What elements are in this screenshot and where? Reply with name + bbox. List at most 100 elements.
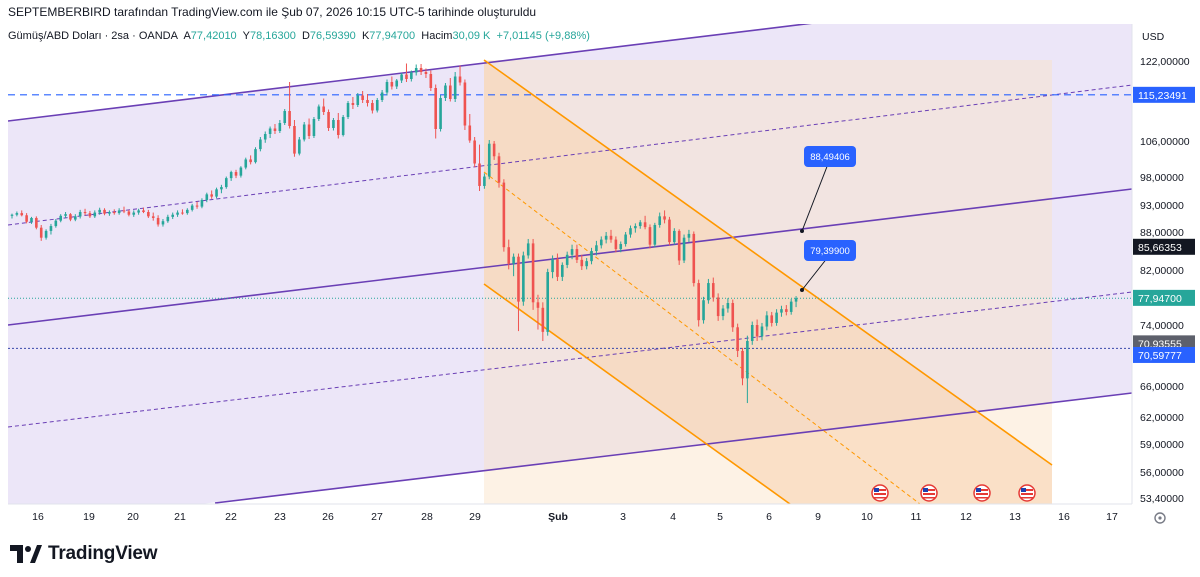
candle-body (780, 309, 783, 313)
candle-body (726, 303, 730, 309)
candle-body (736, 327, 739, 351)
price-tick-label: 88,00000 (1140, 227, 1184, 239)
legend-open-label: A (183, 30, 191, 42)
candle-body (117, 210, 121, 214)
candle-body (794, 298, 798, 302)
purple-middle-line (8, 188, 1132, 326)
candle-body (69, 214, 72, 220)
candle-body (190, 205, 194, 210)
time-tick-label: 12 (960, 511, 972, 523)
candle-body (39, 227, 43, 238)
candle-body (755, 325, 759, 337)
candle-body (507, 247, 511, 264)
time-tick-label: 29 (469, 511, 481, 523)
candle-body (20, 213, 24, 216)
price-tick-label: 62,00000 (1140, 412, 1184, 424)
candle-body (658, 216, 662, 225)
candle-body (327, 112, 330, 128)
event-flag-1[interactable] (871, 484, 889, 502)
candle-body (551, 259, 554, 273)
price-tag-label: 77,94700 (1138, 293, 1182, 305)
candle-body (54, 220, 58, 227)
price-chart[interactable]: 88,49406 79,39900 (0, 24, 1200, 532)
candle-body (414, 68, 418, 73)
time-tick-label: 17 (1106, 511, 1118, 523)
candle-body (634, 226, 637, 229)
candle-body (317, 106, 321, 119)
price-tick-label: 66,00000 (1140, 381, 1184, 393)
candle-body (15, 213, 19, 215)
candle-body (395, 80, 399, 87)
candle-body (575, 249, 579, 260)
price-tick-label: 53,40000 (1140, 493, 1184, 505)
candle-body (215, 189, 218, 197)
candle-body (385, 82, 389, 93)
price-axis[interactable] (1132, 24, 1200, 504)
candle-body (585, 261, 588, 267)
candle-body (142, 210, 145, 213)
price-tick-label: 56,00000 (1140, 467, 1184, 479)
candle-body (78, 212, 82, 217)
candle-body (541, 307, 545, 332)
time-tick-label: 16 (32, 511, 44, 523)
event-flag-4[interactable] (1018, 484, 1036, 502)
candle-body (361, 95, 364, 100)
candle-body (49, 226, 53, 231)
candle-body (697, 283, 700, 321)
time-tick-label: 19 (83, 511, 95, 523)
candle-body (25, 215, 28, 222)
candle-body (434, 88, 437, 129)
candle-body (147, 212, 150, 217)
symbol-legend: Gümüş/ABD Doları · 2sa · OANDA A77,42010… (8, 30, 590, 42)
legend-close-label: K (361, 30, 370, 42)
price-tags: 115,2349185,6635377,9470070,9355570,5977… (1133, 86, 1195, 363)
candle-body (298, 139, 301, 154)
legend-volume: 30,09 K (452, 30, 491, 42)
time-tick-label: 26 (322, 511, 334, 523)
callout-box-1[interactable] (804, 146, 856, 167)
price-tick-label: 82,00000 (1140, 265, 1184, 277)
candle-body (424, 72, 428, 74)
candle-body (770, 315, 774, 323)
tradingview-logo[interactable]: TradingView (10, 543, 158, 565)
candle-body (604, 235, 608, 240)
candlestick-series (10, 63, 798, 404)
candle-body (98, 209, 101, 213)
event-flag-2[interactable] (920, 484, 938, 502)
candle-body (312, 119, 316, 136)
candle-body (580, 259, 584, 267)
candle-body (512, 256, 515, 264)
callout-connector-2 (801, 256, 829, 291)
candle-body (546, 272, 549, 332)
candle-body (59, 215, 62, 221)
legend-change: +7,01145 (+9,88%) (496, 30, 590, 42)
price-tag (1133, 289, 1195, 306)
candle-body (186, 209, 189, 214)
candle-body (536, 302, 540, 308)
candle-body (648, 227, 652, 245)
candle-body (336, 120, 340, 135)
candle-body (10, 214, 14, 216)
time-tick-label: 11 (911, 511, 922, 523)
candle-body (322, 106, 325, 112)
candle-body (653, 224, 657, 245)
gear-icon[interactable] (1154, 512, 1166, 524)
legend-symbol[interactable]: Gümüş/ABD Doları · 2sa · OANDA (8, 30, 178, 42)
candle-body (483, 176, 486, 186)
time-axis[interactable] (0, 504, 1200, 532)
candle-body (789, 301, 793, 312)
purple-lower-line (214, 392, 1132, 504)
candle-body (721, 308, 725, 317)
chart-area[interactable]: 88,49406 79,39900 (0, 24, 1200, 532)
candle-body (410, 72, 413, 79)
legend-close: 77,94700 (369, 30, 416, 42)
candle-body (711, 283, 715, 298)
candle-body (590, 251, 593, 262)
time-tick-label: 28 (421, 511, 433, 523)
candle-body (83, 212, 87, 214)
candle-body (64, 214, 67, 216)
purple-upper-line (8, 24, 812, 122)
candle-body (283, 111, 287, 123)
event-flag-3[interactable] (973, 484, 991, 502)
callout-box-2[interactable] (804, 240, 856, 261)
